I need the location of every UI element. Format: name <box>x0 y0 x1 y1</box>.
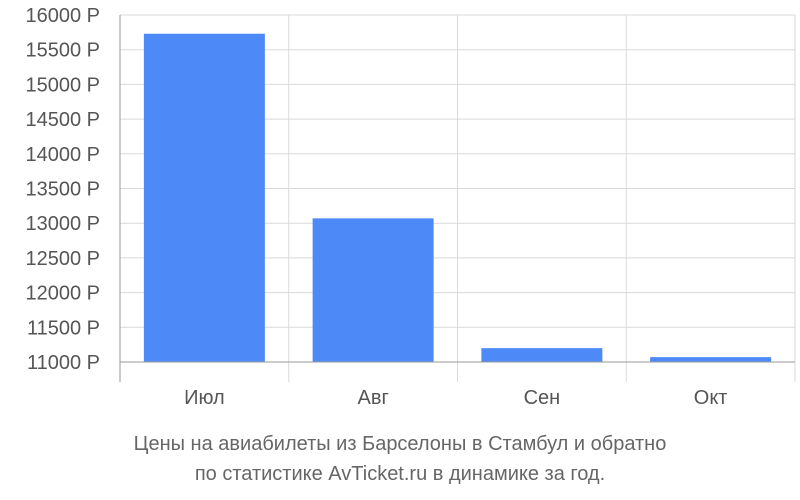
bar-chart-plot: 11000 Р 11500 Р 12000 Р 12500 Р 13000 Р 13500… <box>25 5 796 409</box>
y-tick-label: 15000 Р <box>25 74 100 96</box>
chart-caption-line-2: по статистике AvTicket.ru в динамике за … <box>194 463 606 485</box>
bar-3 <box>481 348 603 362</box>
x-tick-label: Сен <box>524 387 561 409</box>
chart-caption-line-1: Цены на авиабилеты из Барселоны в Стамбу… <box>133 433 667 455</box>
y-tick-label: 12000 Р <box>25 283 100 305</box>
y-tick-label: 13000 Р <box>25 213 100 235</box>
bar-1 <box>143 33 265 362</box>
y-tick-label: 11500 Р <box>27 317 100 339</box>
y-tick-label: 16000 Р <box>25 5 100 27</box>
bar-4 <box>650 357 772 362</box>
y-tick-label: 11000 Р <box>27 352 100 374</box>
y-tick-label: 14000 Р <box>25 144 100 166</box>
bar-2 <box>312 218 434 362</box>
x-tick-label: Июл <box>184 387 225 409</box>
y-tick-label: 13500 Р <box>25 179 100 201</box>
x-tick-label: Авг <box>357 387 388 409</box>
y-tick-label: 12500 Р <box>25 248 100 270</box>
y-tick-label: 15500 Р <box>25 40 100 62</box>
y-tick-label: 14500 Р <box>25 109 100 131</box>
x-tick-label: Окт <box>694 387 728 409</box>
